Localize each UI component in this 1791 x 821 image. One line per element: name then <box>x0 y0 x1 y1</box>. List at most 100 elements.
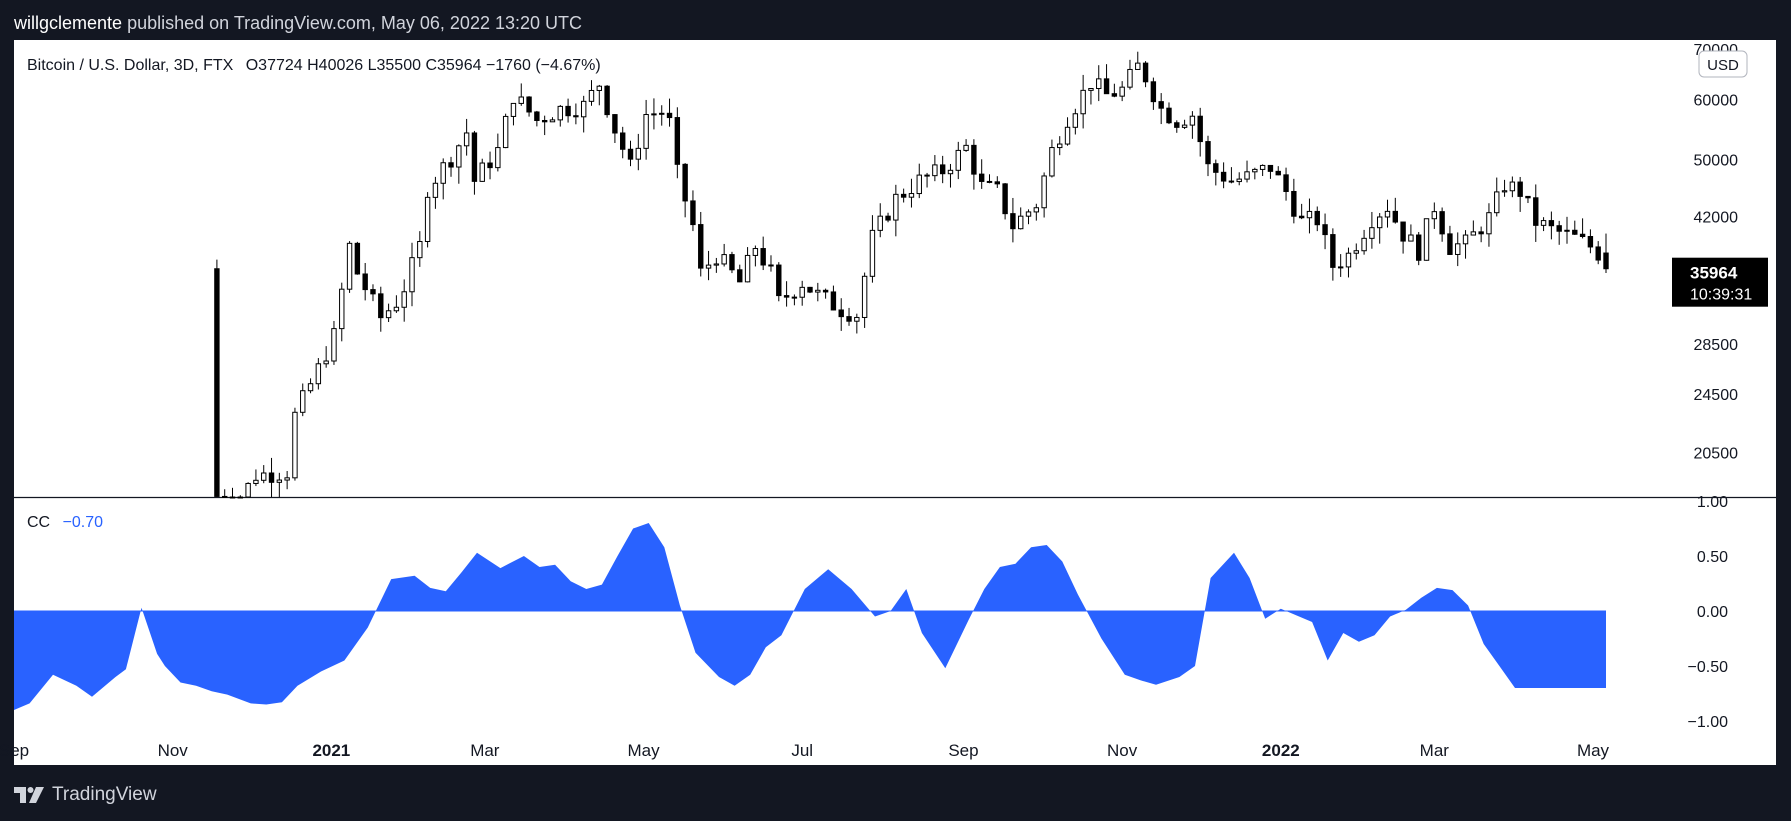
candle <box>1142 61 1149 88</box>
publisher-name[interactable]: willgclemente <box>14 13 123 33</box>
candle <box>1080 74 1086 129</box>
candle <box>1330 228 1336 281</box>
candle-body-down <box>822 289 829 293</box>
candle <box>362 262 368 301</box>
candle <box>791 294 798 306</box>
candle <box>573 103 579 125</box>
candle-body-up <box>908 193 915 198</box>
price-tick-label: 42000 <box>1694 210 1739 227</box>
candle <box>1595 241 1601 265</box>
candle-body-down <box>604 85 610 116</box>
time-tick-label: Sep <box>0 741 29 760</box>
candle-body-up <box>861 275 868 318</box>
candle-body-up <box>300 390 306 413</box>
candle-body-down <box>846 316 852 322</box>
candle-body-down <box>354 242 361 275</box>
footer-brand[interactable]: TradingView <box>14 779 157 811</box>
indicator-legend[interactable]: CC −0.70 <box>27 514 103 531</box>
candle-body-up <box>1564 229 1570 232</box>
candle-body-down <box>1517 181 1523 197</box>
cc-tick-label: −1.00 <box>1688 714 1729 731</box>
candle-body-up <box>315 363 322 385</box>
candle-body-down <box>776 264 782 297</box>
candle-body-up <box>331 328 337 362</box>
candle-body-up <box>393 306 400 312</box>
candle <box>1400 221 1406 254</box>
candle <box>1033 203 1040 221</box>
candle-body-up <box>424 196 431 242</box>
candle <box>1353 243 1359 260</box>
candle <box>1213 159 1219 186</box>
candle-body-up <box>947 169 954 175</box>
time-tick-label: Mar <box>1420 741 1450 760</box>
candle <box>1337 254 1344 277</box>
candle <box>1548 211 1555 240</box>
candle <box>651 98 657 130</box>
candle <box>978 159 985 189</box>
candle-body-up <box>955 149 961 171</box>
candle-body-up <box>580 100 587 118</box>
candle <box>276 472 283 497</box>
time-axis-background[interactable] <box>14 724 1776 765</box>
candle <box>1049 139 1055 178</box>
candle-body-up <box>253 479 259 484</box>
candle <box>448 156 454 177</box>
candle <box>971 139 977 190</box>
symbol-name: Bitcoin / U.S. Dollar, 3D, FTX <box>27 57 234 74</box>
candle-body-up <box>1455 243 1461 255</box>
candle <box>1525 195 1531 204</box>
candle-body-up <box>502 115 509 149</box>
candle-body-up <box>456 145 462 168</box>
candle <box>1244 160 1250 183</box>
candle-body-up <box>346 242 353 290</box>
candle-body-up <box>1462 234 1469 245</box>
candle-body-down <box>924 174 930 177</box>
currency-badge[interactable]: USD <box>1698 50 1748 78</box>
candle-body-down <box>1267 164 1274 172</box>
cc-axis[interactable]: −1.00 −0.50 0.00 0.50 1.00 <box>1688 494 1729 731</box>
candle <box>783 281 790 307</box>
candle <box>1572 220 1578 235</box>
candle-body-up <box>1501 190 1508 193</box>
candle-body-down <box>1220 171 1227 182</box>
candle <box>471 130 478 195</box>
price-tick-label: 60000 <box>1694 93 1739 110</box>
candle-body-down <box>1525 195 1531 199</box>
candle-body-up <box>1345 252 1352 268</box>
candle-body-up <box>916 174 922 195</box>
candle <box>565 98 571 123</box>
price-tick-label: 50000 <box>1694 152 1739 169</box>
candle <box>1018 207 1024 230</box>
candle <box>1189 111 1196 139</box>
candle <box>698 211 704 277</box>
candle <box>815 282 821 302</box>
candle <box>495 133 501 172</box>
candle <box>1267 164 1274 179</box>
candle <box>1259 164 1266 177</box>
candle-body-down <box>268 472 275 483</box>
candle-body-down <box>565 105 571 117</box>
candle <box>541 115 548 136</box>
candle-body-down <box>666 112 673 119</box>
candle-body-down <box>729 254 735 271</box>
candle <box>635 133 642 171</box>
candle <box>253 469 259 487</box>
candle <box>737 264 743 283</box>
time-axis[interactable]: Sep Nov 2021 Mar May Jul Sep Nov 2022 Mar May <box>0 741 1610 760</box>
candle-body-down <box>783 295 790 298</box>
symbol-legend[interactable]: Bitcoin / U.S. Dollar, 3D, FTX O37724 H4… <box>27 57 601 74</box>
candle-body-up <box>479 162 485 182</box>
candle <box>1431 202 1438 229</box>
candle <box>682 163 688 218</box>
candle-body-down <box>222 495 228 498</box>
candle-body-down <box>1548 220 1555 227</box>
candle <box>378 286 384 332</box>
candle-body-up <box>417 240 423 259</box>
candle <box>916 163 922 199</box>
candle <box>307 378 314 394</box>
candle-body-down <box>698 224 704 269</box>
candle <box>1111 83 1118 98</box>
candle-body-up <box>1423 218 1430 261</box>
